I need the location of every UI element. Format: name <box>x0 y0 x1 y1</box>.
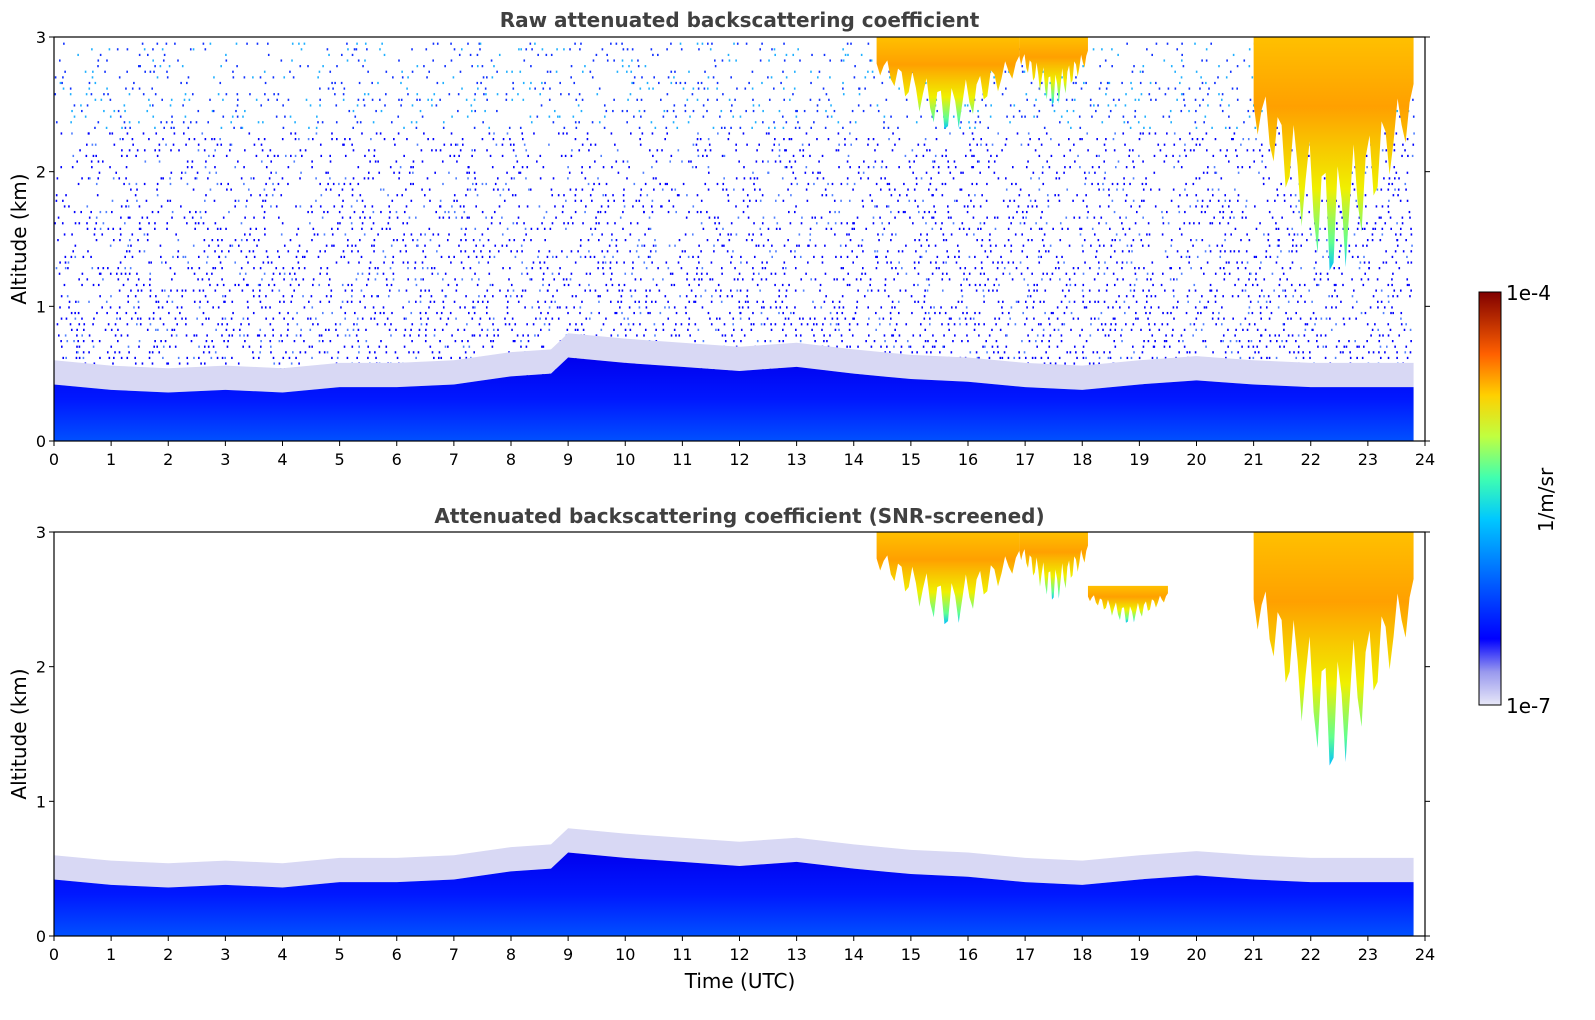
x-tick-label: 23 <box>1358 450 1378 469</box>
y-tick-label: 3 <box>36 523 46 542</box>
panel2-plot-area <box>54 532 1425 936</box>
x-tick-label: 5 <box>335 945 345 964</box>
x-tick-label: 10 <box>615 450 635 469</box>
panel2-title: Attenuated backscattering coefficient (S… <box>434 504 1044 528</box>
x-tick-label: 20 <box>1186 450 1206 469</box>
y-tick-label: 1 <box>36 297 46 316</box>
colorbar-unit-label: 1/m/sr <box>1534 467 1558 532</box>
x-tick-label: 14 <box>844 945 864 964</box>
x-tick-label: 23 <box>1358 945 1378 964</box>
y-tick-label: 2 <box>36 163 46 182</box>
x-tick-label: 11 <box>672 945 692 964</box>
x-tick-label: 8 <box>506 450 516 469</box>
haze-layer <box>54 828 1414 888</box>
x-tick-label: 6 <box>392 945 402 964</box>
x-tick-label: 13 <box>786 945 806 964</box>
cloud-2 <box>1253 37 1414 271</box>
colorbar: 1e-4 1e-7 1/m/sr <box>1478 281 1558 718</box>
panel-raw: Raw attenuated backscattering coefficien… <box>7 8 1435 469</box>
x-tick-label: 9 <box>563 450 573 469</box>
x-tick-label: 18 <box>1072 450 1092 469</box>
x-tick-label: 16 <box>958 945 978 964</box>
panel1-plot-area <box>54 37 1425 441</box>
panel1-title: Raw attenuated backscattering coefficien… <box>500 8 980 32</box>
y-tick-label: 0 <box>36 432 46 451</box>
y-tick-label: 0 <box>36 927 46 946</box>
boundary-layer <box>54 357 1414 441</box>
x-tick-label: 21 <box>1243 945 1263 964</box>
boundary-layer <box>54 852 1414 936</box>
x-tick-label: 17 <box>1015 945 1035 964</box>
x-tick-label: 17 <box>1015 450 1035 469</box>
x-tick-label: 9 <box>563 945 573 964</box>
x-tick-label: 14 <box>844 450 864 469</box>
cloud-0 <box>876 37 1020 130</box>
x-tick-label: 16 <box>958 450 978 469</box>
x-tick-label: 22 <box>1301 945 1321 964</box>
x-tick-label: 21 <box>1243 450 1263 469</box>
haze-layer <box>54 333 1414 393</box>
x-tick-label: 0 <box>49 945 59 964</box>
x-tick-label: 12 <box>729 945 749 964</box>
colorbar-max-label: 1e-4 <box>1506 281 1551 305</box>
x-tick-label: 1 <box>106 945 116 964</box>
x-tick-label: 4 <box>277 945 287 964</box>
x-tick-label: 24 <box>1415 945 1435 964</box>
x-tick-label: 4 <box>277 450 287 469</box>
x-tick-label: 3 <box>220 450 230 469</box>
x-tick-label: 22 <box>1301 450 1321 469</box>
y-tick-label: 2 <box>36 658 46 677</box>
x-tick-label: 15 <box>901 450 921 469</box>
x-tick-label: 6 <box>392 450 402 469</box>
colorbar-min-label: 1e-7 <box>1506 694 1551 718</box>
x-tick-label: 5 <box>335 450 345 469</box>
x-tick-label: 20 <box>1186 945 1206 964</box>
x-tick-label: 7 <box>449 450 459 469</box>
panel2-ylabel: Altitude (km) <box>7 668 31 799</box>
x-tick-label: 11 <box>672 450 692 469</box>
x-tick-label: 0 <box>49 450 59 469</box>
cloud-0 <box>876 532 1020 625</box>
x-tick-label: 24 <box>1415 450 1435 469</box>
x-tick-label: 18 <box>1072 945 1092 964</box>
y-tick-label: 1 <box>36 792 46 811</box>
x-tick-label: 15 <box>901 945 921 964</box>
x-tick-label: 12 <box>729 450 749 469</box>
x-tick-label: 8 <box>506 945 516 964</box>
panel-snr: Attenuated backscattering coefficient (S… <box>7 504 1435 993</box>
cloud-1 <box>1019 532 1088 600</box>
colorbar-gradient <box>1478 291 1502 706</box>
cloud-1 <box>1019 37 1088 105</box>
x-tick-label: 2 <box>163 450 173 469</box>
x-tick-label: 7 <box>449 945 459 964</box>
panel1-ylabel: Altitude (km) <box>7 173 31 304</box>
x-tick-label: 10 <box>615 945 635 964</box>
x-tick-label: 19 <box>1129 945 1149 964</box>
cloud-2 <box>1087 585 1168 623</box>
cloud-3 <box>1253 532 1414 766</box>
x-tick-label: 2 <box>163 945 173 964</box>
x-tick-label: 13 <box>786 450 806 469</box>
x-tick-label: 3 <box>220 945 230 964</box>
panel2-xlabel: Time (UTC) <box>684 969 796 993</box>
y-tick-label: 3 <box>36 28 46 47</box>
x-tick-label: 19 <box>1129 450 1149 469</box>
x-tick-label: 1 <box>106 450 116 469</box>
